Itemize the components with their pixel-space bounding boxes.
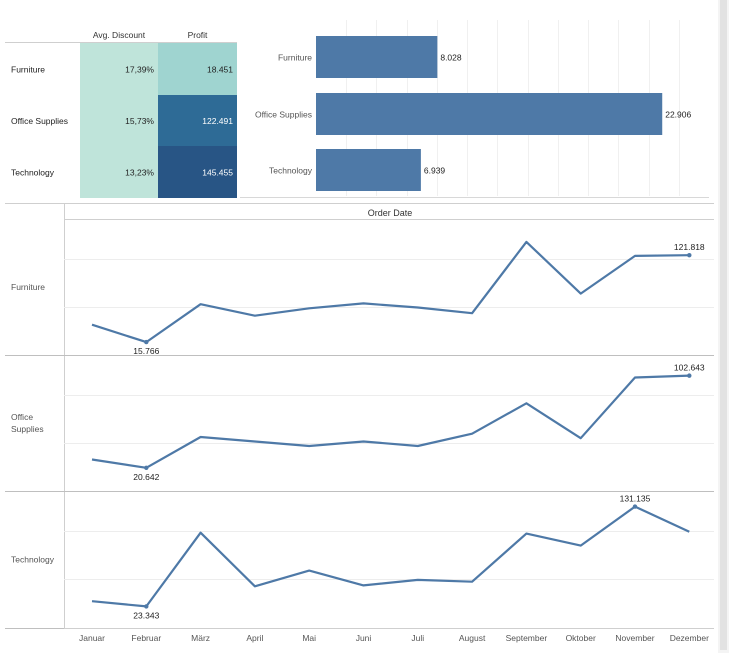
profit-cell xyxy=(158,95,237,146)
discount-value: 17,39% xyxy=(125,65,154,75)
discount-cell xyxy=(80,43,158,95)
x-tick-label-september: September xyxy=(506,633,548,643)
profit-cell xyxy=(158,146,237,198)
line-marker xyxy=(144,339,149,345)
x-tick-label-oktober: Oktober xyxy=(566,633,596,643)
discount-cell xyxy=(80,146,158,198)
table-col-header-profit: Profit xyxy=(188,30,208,40)
line-marker xyxy=(687,373,692,378)
table-col-header-avg-discount: Avg. Discount xyxy=(93,30,146,40)
line-series-furniture xyxy=(91,240,690,344)
panel-label-office-supplies-line0: Office xyxy=(11,412,33,422)
x-tick-label-februar: Februar xyxy=(131,633,161,643)
line-chart-title: Order Date xyxy=(368,208,413,218)
panel-label-technology: Technology xyxy=(11,555,55,565)
x-tick-label-m-rz: März xyxy=(191,633,210,643)
bar-office-supplies xyxy=(316,93,663,135)
scrollbar-thumb[interactable] xyxy=(720,0,727,650)
bar-chart: Furniture 8.028 Office Supplies 22.906 Techn… xyxy=(240,20,709,198)
x-tick-label-november: November xyxy=(615,633,654,643)
line-value-label: 20.642 xyxy=(133,472,159,482)
panel-label-furniture: Furniture xyxy=(11,282,45,292)
bar-value-label: 22.906 xyxy=(665,110,691,120)
profit-value: 145.455 xyxy=(202,168,233,178)
x-tick-label-juni: Juni xyxy=(356,633,372,643)
bar-furniture xyxy=(316,36,438,78)
line-marker xyxy=(687,252,692,258)
x-tick-label-april: April xyxy=(246,633,263,643)
line-marker xyxy=(144,604,149,609)
line-marker xyxy=(144,465,149,470)
x-tick-label-august: August xyxy=(459,633,486,643)
profit-value: 18.451 xyxy=(207,65,233,75)
bar-value-label: 6.939 xyxy=(424,166,446,176)
line-value-label: 15.766 xyxy=(133,346,159,356)
line-marker xyxy=(632,504,638,509)
line-chart: Order Date Furniture 15.766 121.818 Office S… xyxy=(5,203,714,643)
profit-value: 122.491 xyxy=(202,116,233,126)
discount-profit-table: Avg. Discount Profit Furniture 17,39% 18.451… xyxy=(5,30,237,198)
profit-cell xyxy=(158,43,237,95)
line-value-label: 131.135 xyxy=(620,494,651,504)
x-tick-label-mai: Mai xyxy=(302,633,316,643)
line-value-label: 121.818 xyxy=(674,242,705,252)
line-series-office-supplies xyxy=(91,374,690,469)
table-row-label-technology: Technology xyxy=(11,168,55,178)
line-value-label: 102.643 xyxy=(674,363,705,373)
line-value-label: 23.343 xyxy=(133,610,159,620)
line-series-technology xyxy=(91,505,690,608)
bar-category-label-technology: Technology xyxy=(269,166,313,176)
discount-cell xyxy=(80,95,158,146)
bar-category-label-office-supplies: Office Supplies xyxy=(255,110,312,120)
discount-value: 13,23% xyxy=(125,168,154,178)
panel-label-office-supplies-line1: Supplies xyxy=(11,424,44,434)
x-tick-label-dezember: Dezember xyxy=(670,633,709,643)
table-row-label-office-supplies: Office Supplies xyxy=(11,116,68,126)
x-tick-label-juli: Juli xyxy=(411,633,424,643)
x-tick-label-januar: Januar xyxy=(79,633,105,643)
table-row-label-furniture: Furniture xyxy=(11,65,45,75)
bar-value-label: 8.028 xyxy=(440,53,462,63)
bar-category-label-furniture: Furniture xyxy=(278,53,312,63)
bar-technology xyxy=(316,149,421,191)
discount-value: 15,73% xyxy=(125,116,154,126)
